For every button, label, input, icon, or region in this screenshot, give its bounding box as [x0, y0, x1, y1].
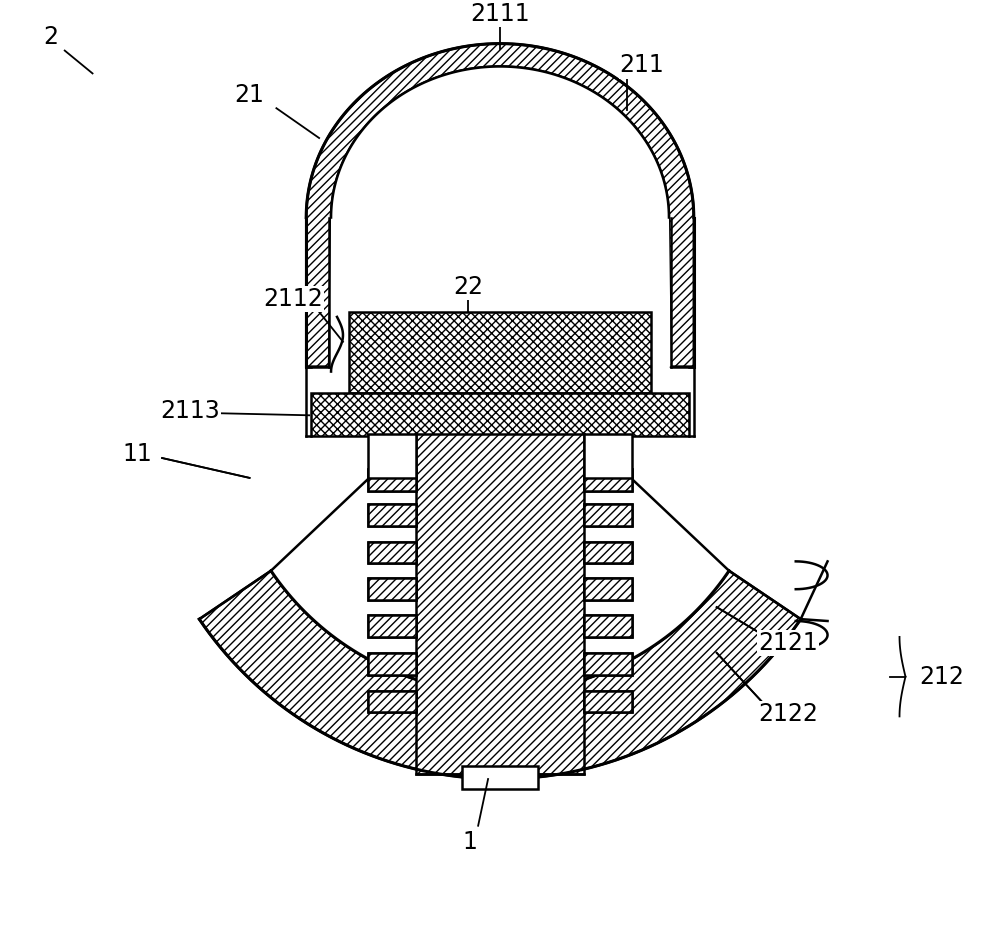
- Polygon shape: [584, 615, 632, 637]
- Polygon shape: [368, 469, 416, 490]
- Polygon shape: [368, 690, 416, 713]
- Polygon shape: [584, 615, 632, 637]
- Polygon shape: [311, 393, 689, 437]
- Polygon shape: [584, 653, 632, 674]
- Polygon shape: [368, 504, 416, 525]
- Polygon shape: [306, 43, 694, 367]
- Text: 2111: 2111: [470, 2, 530, 25]
- Polygon shape: [584, 469, 632, 490]
- Polygon shape: [416, 434, 584, 774]
- Polygon shape: [368, 541, 416, 563]
- Polygon shape: [584, 690, 632, 713]
- Polygon shape: [584, 434, 632, 478]
- Polygon shape: [368, 653, 416, 674]
- Polygon shape: [368, 615, 416, 637]
- Text: 21: 21: [235, 83, 264, 108]
- Polygon shape: [349, 312, 651, 393]
- Polygon shape: [368, 504, 416, 525]
- Polygon shape: [584, 504, 632, 525]
- Polygon shape: [329, 66, 671, 367]
- Polygon shape: [368, 469, 416, 490]
- Polygon shape: [368, 615, 416, 637]
- Text: 22: 22: [453, 275, 483, 299]
- Polygon shape: [368, 434, 416, 478]
- Polygon shape: [368, 541, 416, 563]
- Polygon shape: [584, 578, 632, 600]
- Polygon shape: [584, 541, 632, 563]
- Text: 1: 1: [463, 830, 478, 853]
- Text: 2122: 2122: [758, 703, 818, 726]
- Polygon shape: [584, 578, 632, 600]
- Polygon shape: [199, 571, 801, 779]
- Polygon shape: [584, 504, 632, 525]
- Polygon shape: [462, 766, 538, 789]
- Polygon shape: [271, 434, 729, 692]
- Polygon shape: [368, 578, 416, 600]
- Text: 212: 212: [919, 665, 964, 688]
- Text: 2112: 2112: [263, 287, 323, 311]
- Polygon shape: [584, 541, 632, 563]
- Text: 2113: 2113: [160, 399, 220, 423]
- Text: 11: 11: [122, 442, 152, 466]
- Text: 2121: 2121: [758, 631, 818, 654]
- Polygon shape: [368, 690, 416, 713]
- Text: 211: 211: [620, 54, 664, 77]
- Polygon shape: [368, 578, 416, 600]
- Polygon shape: [584, 690, 632, 713]
- Polygon shape: [584, 469, 632, 490]
- Text: 2: 2: [43, 25, 58, 49]
- Polygon shape: [368, 653, 416, 674]
- Polygon shape: [584, 653, 632, 674]
